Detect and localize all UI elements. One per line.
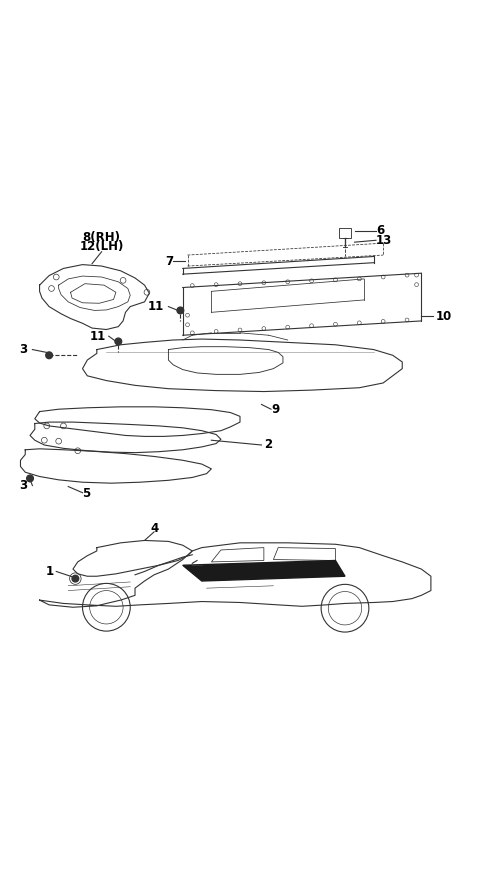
Circle shape [72,575,79,582]
Text: 9: 9 [271,402,279,416]
Circle shape [177,307,184,314]
Circle shape [115,338,121,344]
Text: 7: 7 [165,255,173,268]
Text: 2: 2 [264,439,272,451]
Text: 3: 3 [20,343,28,356]
Text: 8(RH): 8(RH) [83,231,120,244]
Text: 11: 11 [90,329,107,343]
Bar [339,229,351,238]
Text: 4: 4 [150,522,158,535]
Text: 12(LH): 12(LH) [79,240,124,254]
Text: 6: 6 [376,224,384,238]
Text: 11: 11 [147,300,164,313]
Circle shape [27,475,34,481]
Polygon shape [183,561,345,581]
Text: 10: 10 [436,310,452,323]
Text: 5: 5 [83,487,91,500]
Text: 13: 13 [376,234,392,247]
Text: 1: 1 [46,565,54,578]
Text: 3: 3 [20,479,28,492]
Circle shape [46,352,52,359]
